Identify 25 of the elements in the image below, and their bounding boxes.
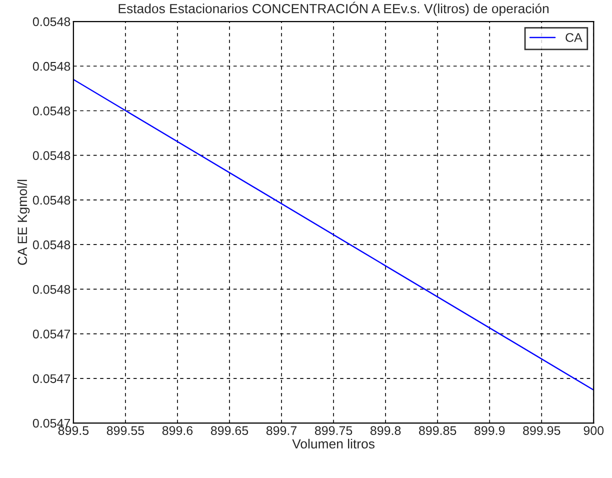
chart-title: Estados Estacionarios CONCENTRACIÓN A EEv.s. V(litros) de operación — [118, 2, 549, 16]
x-tick-label: 899.65 — [210, 426, 248, 435]
y-tick-label: 0.0548 — [32, 240, 70, 250]
x-tick-label: 899.9 — [474, 426, 505, 435]
x-tick-label: 899.8 — [370, 426, 401, 435]
x-tick-label: 899.6 — [162, 426, 193, 435]
y-tick-label: 0.0548 — [32, 106, 70, 116]
y-tick-label: 0.0547 — [32, 418, 70, 428]
x-tick-label: 900 — [584, 426, 604, 435]
y-tick-label: 0.0548 — [32, 151, 70, 160]
y-tick-label: 0.0547 — [32, 374, 70, 384]
y-tick-label: 0.0548 — [32, 196, 70, 205]
y-axis-title: CA EE Kgmol/l — [17, 180, 30, 265]
x-tick-label: 899.95 — [523, 426, 560, 435]
y-tick-label: 0.0548 — [32, 284, 70, 294]
x-tick-label: 899.55 — [106, 426, 144, 435]
x-tick-label: 899.85 — [419, 426, 456, 435]
x-tick-label: 899.7 — [266, 426, 297, 435]
x-axis-title: Volumen litros — [292, 438, 375, 449]
y-tick-label: 0.0547 — [32, 330, 70, 338]
y-tick-label: 0.0548 — [32, 17, 70, 26]
y-tick-label: 0.0548 — [32, 62, 70, 71]
x-tick-label: 899.5 — [58, 426, 89, 435]
legend-label: CA — [566, 33, 582, 42]
x-tick-label: 899.75 — [314, 426, 352, 435]
